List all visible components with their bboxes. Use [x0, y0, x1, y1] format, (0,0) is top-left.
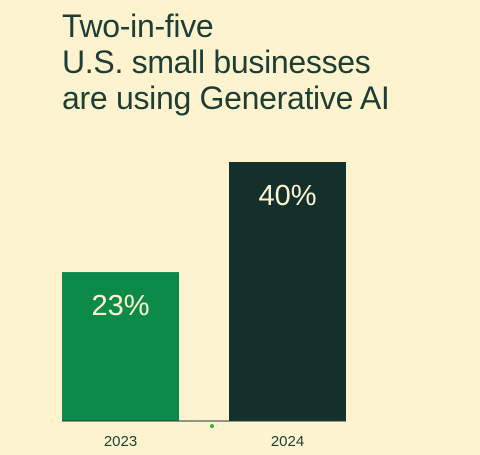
axis-marker-dot — [210, 424, 214, 428]
data-label-2023: 23% — [91, 290, 149, 322]
chart-title: Two-in-five U.S. small businesses are us… — [62, 8, 390, 116]
bar-2024 — [229, 162, 346, 421]
chart-title-line-1: Two-in-five — [62, 8, 214, 44]
bar-2023 — [62, 272, 179, 421]
chart-title-line-2: U.S. small businesses — [62, 44, 371, 80]
x-tick-label-2023: 2023 — [104, 433, 137, 450]
chart-title-line-3: are using Generative AI — [62, 80, 390, 116]
x-tick-label-2024: 2024 — [271, 433, 304, 450]
data-label-2024: 40% — [258, 180, 316, 212]
